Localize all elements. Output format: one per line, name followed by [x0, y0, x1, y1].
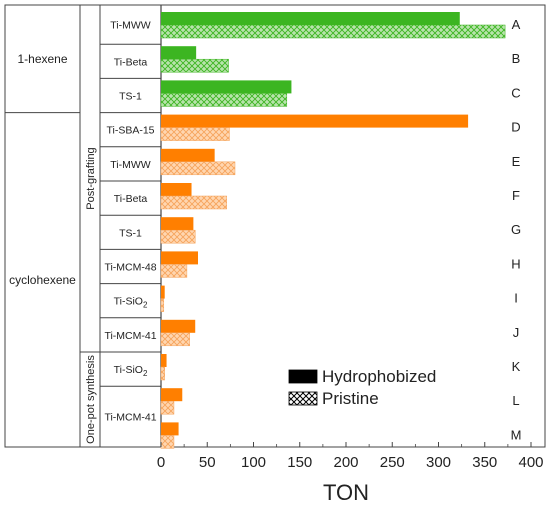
- bar-pristine: [160, 58, 229, 73]
- x-tick-label: 0: [157, 454, 165, 471]
- row-letter: H: [511, 256, 520, 271]
- catalyst-label: Ti-MCM-41: [104, 330, 156, 342]
- legend-swatch: [288, 391, 318, 406]
- catalyst-label: TS-1: [119, 91, 142, 103]
- bar-hydrophobized: [161, 422, 179, 436]
- legend-label: Hydrophobized: [322, 367, 436, 386]
- bar-hydrophobized: [161, 285, 165, 299]
- bar-hydrophobized: [161, 388, 183, 402]
- x-tick-label: 250: [380, 454, 405, 471]
- catalyst-label: Ti-SBA-15: [106, 125, 154, 137]
- row-letter: F: [512, 188, 520, 203]
- bar-hydrophobized: [161, 183, 192, 196]
- row-letter: A: [512, 17, 521, 32]
- bar-hydrophobized: [161, 354, 167, 367]
- row-letter: B: [512, 51, 521, 66]
- bar-hydrophobized: [161, 46, 197, 60]
- catalyst-label: Ti-Beta: [114, 193, 148, 205]
- row-letter: D: [511, 120, 520, 135]
- method-label: One-pot synthesis: [85, 355, 97, 444]
- row-letter: K: [512, 359, 521, 374]
- category-labels: 1-hexene cyclohexene Post-grafting One-pot …: [9, 17, 521, 444]
- x-tick-label: 300: [426, 454, 451, 471]
- legend-swatch: [288, 369, 318, 384]
- bar-pristine: [160, 195, 227, 210]
- x-axis: 0 50 100 150 200 250 300 350 400 TON: [157, 442, 544, 505]
- x-tick-label: 150: [287, 454, 312, 471]
- catalyst-label: Ti-MCM-48: [104, 262, 156, 274]
- row-letter: L: [512, 393, 519, 408]
- catalyst-label: Ti-MCM-41: [104, 412, 156, 424]
- bar-pristine: [160, 298, 165, 312]
- x-tick-label: 50: [199, 454, 216, 471]
- row-letter: J: [513, 325, 520, 340]
- bar-series: [160, 12, 506, 449]
- bar-pristine: [160, 161, 236, 176]
- catalyst-label: Ti-SiO2: [114, 296, 148, 310]
- x-tick-label: 100: [241, 454, 266, 471]
- bar-pristine: [160, 366, 165, 381]
- bar-hydrophobized: [161, 217, 194, 231]
- bar-pristine: [160, 400, 175, 415]
- row-letter: E: [512, 154, 521, 169]
- bar-hydrophobized: [161, 319, 196, 333]
- bar-hydrophobized: [161, 12, 460, 25]
- catalyst-label: Ti-SiO2: [114, 364, 148, 378]
- bar-pristine: [160, 127, 230, 141]
- bar-pristine: [160, 229, 196, 244]
- bar-pristine: [160, 24, 506, 39]
- catalyst-label: TS-1: [119, 227, 142, 239]
- bar-pristine: [160, 93, 288, 107]
- method-label: Post-grafting: [85, 147, 97, 209]
- plot-frame: [4, 4, 546, 448]
- x-axis-title: TON: [323, 480, 369, 505]
- catalyst-label: Ti-Beta: [114, 56, 148, 68]
- row-letter: G: [511, 222, 521, 237]
- bar-pristine: [160, 435, 175, 449]
- row-letter: M: [511, 427, 522, 442]
- bar-pristine: [160, 264, 188, 278]
- legend: Hydrophobized Pristine: [288, 367, 436, 408]
- bar-pristine: [160, 332, 190, 347]
- bar-hydrophobized: [161, 80, 292, 94]
- row-letter: I: [514, 291, 518, 306]
- substrate-label: 1-hexene: [17, 52, 67, 66]
- x-tick-label: 350: [472, 454, 497, 471]
- bar-hydrophobized: [161, 251, 198, 265]
- catalyst-label: Ti-MWW: [110, 159, 151, 171]
- bar-hydrophobized: [161, 114, 469, 128]
- x-tick-label: 200: [333, 454, 358, 471]
- substrate-label: cyclohexene: [9, 273, 76, 287]
- catalyst-label: Ti-MWW: [110, 20, 151, 32]
- bar-hydrophobized: [161, 148, 215, 162]
- row-letter: C: [511, 85, 520, 100]
- x-tick-label: 400: [518, 454, 543, 471]
- legend-label: Pristine: [322, 389, 379, 408]
